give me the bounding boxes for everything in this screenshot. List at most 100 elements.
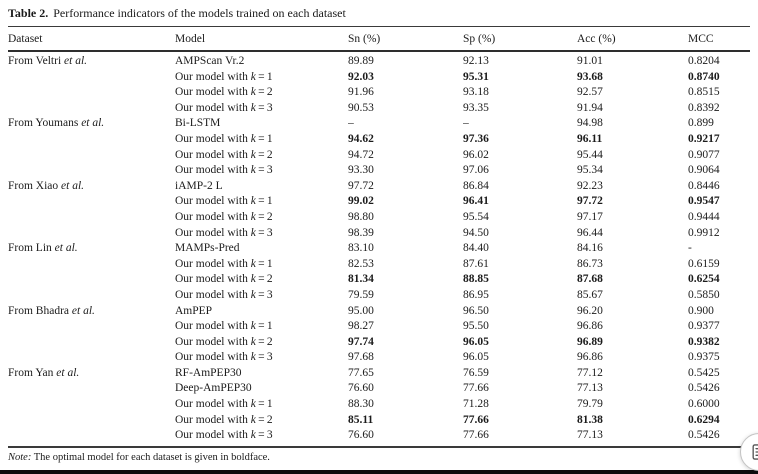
cell-model: Our model with k = 2 bbox=[175, 210, 273, 223]
cell-sn: 77.65 bbox=[348, 366, 374, 379]
cell-mcc: 0.6294 bbox=[688, 413, 720, 426]
cell-model: Our model with k = 2 bbox=[175, 335, 273, 348]
cell-dataset bbox=[8, 148, 175, 164]
cell-sp: 93.35 bbox=[463, 101, 489, 114]
cell-sn: 81.34 bbox=[348, 273, 374, 286]
cell-mcc: 0.5426 bbox=[688, 429, 720, 442]
cell-sp: 97.06 bbox=[463, 164, 489, 177]
cell-sp: 87.61 bbox=[463, 257, 489, 270]
cell-model: Our model with k = 3 bbox=[175, 429, 273, 442]
cell-dataset bbox=[8, 381, 175, 397]
cell-model: Our model with k = 1 bbox=[175, 195, 273, 208]
column-header-mcc: MCC bbox=[688, 33, 714, 45]
cell-sp: 77.66 bbox=[463, 382, 489, 395]
cell-mcc: 0.5426 bbox=[688, 382, 720, 395]
cell-model: Our model with k = 3 bbox=[175, 288, 273, 301]
cell-dataset bbox=[8, 257, 175, 273]
cell-sn: 79.59 bbox=[348, 288, 374, 301]
cell-acc: 94.98 bbox=[577, 117, 603, 130]
cell-acc: 97.72 bbox=[577, 195, 603, 208]
cell-model: AmPEP bbox=[175, 304, 213, 317]
cell-mcc: 0.5850 bbox=[688, 288, 720, 301]
cell-sp: 96.05 bbox=[463, 351, 489, 364]
cell-sn: 90.53 bbox=[348, 101, 374, 114]
cell-mcc: 0.9377 bbox=[688, 320, 720, 333]
cell-sp: 84.40 bbox=[463, 242, 489, 255]
cell-sp: 92.13 bbox=[463, 55, 489, 67]
cell-sp: 94.50 bbox=[463, 226, 489, 239]
cell-mcc: 0.8392 bbox=[688, 101, 720, 114]
cell-sp: 76.59 bbox=[463, 366, 489, 379]
cell-dataset bbox=[8, 226, 175, 242]
cell-acc: 95.34 bbox=[577, 164, 603, 177]
cell-sp: 96.05 bbox=[463, 335, 489, 348]
cell-mcc: 0.9444 bbox=[688, 210, 720, 223]
table-row: Deep-AmPEP30 76.60 77.66 77.13 0.5426 bbox=[8, 381, 750, 397]
cell-sn: 97.72 bbox=[348, 179, 374, 192]
cell-sp: 77.66 bbox=[463, 429, 489, 442]
cell-sn: 93.30 bbox=[348, 164, 374, 177]
cell-dataset: From Bhadra et al. bbox=[8, 304, 95, 317]
cell-dataset bbox=[8, 194, 175, 210]
cell-dataset bbox=[8, 397, 175, 413]
cell-dataset bbox=[8, 335, 175, 351]
rule-under-header bbox=[8, 50, 750, 52]
outline-icon bbox=[752, 444, 758, 460]
cell-acc: 96.86 bbox=[577, 320, 603, 333]
cell-acc: 96.44 bbox=[577, 226, 603, 239]
cell-sp: 77.66 bbox=[463, 413, 489, 426]
table-row: Our model with k = 3 98.39 94.50 96.44 0.991… bbox=[8, 226, 750, 242]
cell-model: Our model with k = 2 bbox=[175, 86, 273, 99]
cell-model: Our model with k = 3 bbox=[175, 226, 273, 239]
cell-model: MAMPs-Pred bbox=[175, 242, 240, 255]
cell-sn: 98.27 bbox=[348, 320, 374, 333]
cell-sp: 95.50 bbox=[463, 320, 489, 333]
cell-model: Our model with k = 3 bbox=[175, 164, 273, 177]
rule-under-title bbox=[8, 26, 750, 27]
cell-mcc: 0.9375 bbox=[688, 351, 720, 364]
cell-acc: 77.13 bbox=[577, 382, 603, 395]
cell-model: Our model with k = 2 bbox=[175, 148, 273, 161]
table-row: Our model with k = 2 91.96 93.18 92.57 0.851… bbox=[8, 85, 750, 101]
cell-acc: 91.01 bbox=[577, 55, 603, 67]
cell-sp: 95.54 bbox=[463, 210, 489, 223]
cell-sp: 96.50 bbox=[463, 304, 489, 317]
cell-dataset: From Xiao et al. bbox=[8, 179, 85, 192]
cell-sn: 91.96 bbox=[348, 86, 374, 99]
cell-model: Our model with k = 1 bbox=[175, 257, 273, 270]
rule-table-bottom bbox=[8, 446, 750, 448]
table-row: Our model with k = 2 85.11 77.66 81.38 0.629… bbox=[8, 413, 750, 429]
cell-acc: 95.44 bbox=[577, 148, 603, 161]
cell-sp: 96.41 bbox=[463, 195, 489, 208]
table-row: From Xiao et al. iAMP-2 L 97.72 86.84 92.23 0… bbox=[8, 179, 750, 195]
cell-acc: 77.12 bbox=[577, 366, 603, 379]
cell-dataset bbox=[8, 428, 175, 444]
cell-acc: 97.17 bbox=[577, 210, 603, 223]
cell-sp: 97.36 bbox=[463, 132, 489, 145]
cell-acc: 96.11 bbox=[577, 132, 603, 145]
cell-sn: 89.89 bbox=[348, 55, 374, 67]
cell-dataset: From Lin et al. bbox=[8, 242, 78, 255]
table-row: Our model with k = 1 94.62 97.36 96.11 0.921… bbox=[8, 132, 750, 148]
cell-model: Our model with k = 1 bbox=[175, 132, 273, 145]
cell-model: Our model with k = 3 bbox=[175, 101, 273, 114]
table-row: Our model with k = 1 82.53 87.61 86.73 0.615… bbox=[8, 257, 750, 273]
cell-mcc: 0.8740 bbox=[688, 70, 720, 83]
table-body: From Veltri et al. AMPScan Vr.2 89.89 92.13… bbox=[8, 54, 750, 444]
cell-dataset bbox=[8, 350, 175, 366]
table-caption: Performance indicators of the models tra… bbox=[53, 6, 346, 20]
cell-mcc: 0.6000 bbox=[688, 398, 720, 411]
cell-mcc: 0.9382 bbox=[688, 335, 720, 348]
column-header-model: Model bbox=[175, 33, 206, 45]
cell-acc: 92.57 bbox=[577, 86, 603, 99]
cell-sn: 97.74 bbox=[348, 335, 374, 348]
cell-mcc: 0.9547 bbox=[688, 195, 720, 208]
cell-sn: 98.80 bbox=[348, 210, 374, 223]
cell-mcc: 0.8204 bbox=[688, 55, 720, 67]
cell-dataset bbox=[8, 319, 175, 335]
cell-sp: 86.84 bbox=[463, 179, 489, 192]
table-note: Note: The optimal model for each dataset… bbox=[8, 452, 270, 463]
cell-mcc: 0.8446 bbox=[688, 179, 720, 192]
table-row: From Bhadra et al. AmPEP 95.00 96.50 96.20 0.… bbox=[8, 304, 750, 320]
